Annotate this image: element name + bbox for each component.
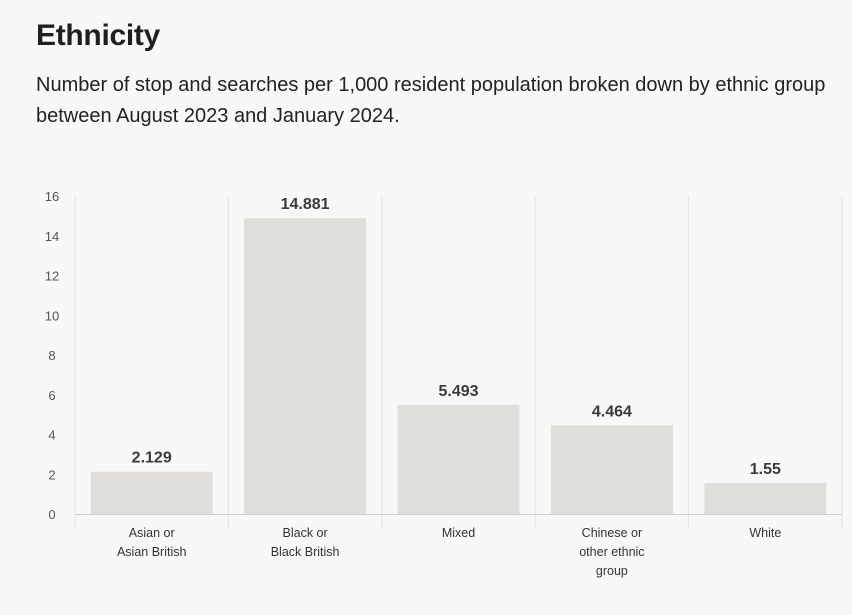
- bar: [550, 425, 673, 514]
- data-label: 2.129: [132, 450, 172, 467]
- x-tick-label-line: Black or: [283, 526, 328, 540]
- x-tick-label-line: group: [596, 564, 628, 578]
- bar: [704, 483, 827, 514]
- y-tick-label: 16: [45, 189, 59, 204]
- x-tick-label-line: Asian British: [117, 545, 187, 559]
- y-tick-label: 0: [48, 507, 55, 522]
- x-tick-label-line: Asian or: [129, 526, 175, 540]
- y-tick-label: 8: [48, 348, 55, 363]
- chart-subtitle: Number of stop and searches per 1,000 re…: [36, 74, 826, 127]
- data-label: 14.881: [281, 196, 330, 213]
- y-tick-label: 12: [45, 269, 59, 284]
- data-label: 1.55: [750, 461, 781, 478]
- x-tick-label-line: Mixed: [442, 526, 475, 540]
- x-tick-label: Chinese or other ethnic group: [579, 526, 644, 578]
- data-label: 5.493: [438, 383, 478, 400]
- bar: [397, 404, 520, 514]
- x-tick-label-line: White: [749, 526, 781, 540]
- y-tick-label: 10: [45, 308, 59, 323]
- x-tick-label: Mixed: [442, 526, 475, 540]
- y-tick-label: 2: [48, 467, 55, 482]
- x-tick-label-line: Black British: [271, 545, 340, 559]
- y-tick-label: 6: [48, 388, 55, 403]
- bar: [90, 471, 213, 514]
- x-tick-label: Black or Black British: [271, 526, 340, 559]
- x-tick-label-line: other ethnic: [579, 545, 644, 559]
- x-tick-label: Asian or Asian British: [117, 526, 187, 559]
- y-tick-label: 14: [45, 229, 59, 244]
- x-tick-label-line: Chinese or: [582, 526, 642, 540]
- x-tick-label: White: [749, 526, 781, 540]
- chart-title: Ethnicity: [36, 19, 160, 52]
- y-tick-label: 4: [48, 428, 55, 443]
- data-label: 4.464: [592, 403, 632, 420]
- bar: [244, 218, 367, 515]
